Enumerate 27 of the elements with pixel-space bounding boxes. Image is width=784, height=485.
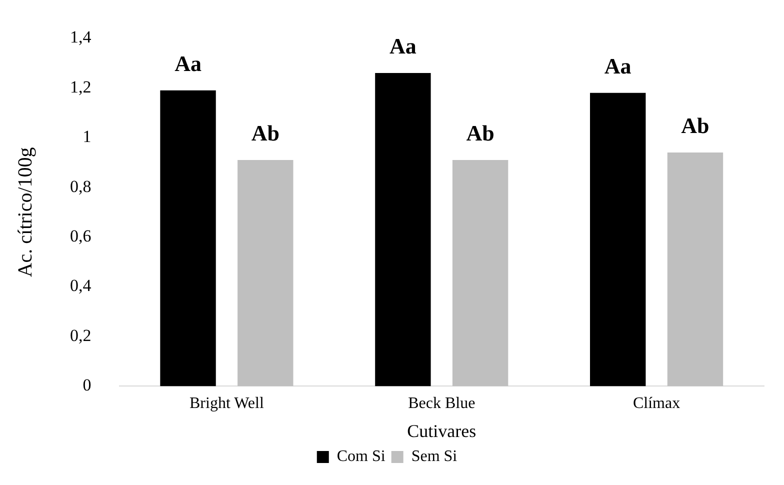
y-tick-label: 0,2 (70, 326, 92, 345)
legend-label: Com Si (336, 448, 386, 466)
x-tick-label: Beck Blue (408, 395, 476, 412)
bar (375, 73, 431, 386)
data-label: Aa (389, 34, 416, 59)
data-label: Ab (681, 113, 710, 138)
x-tick-label: Clímax (632, 395, 680, 412)
y-tick-label: 0,8 (70, 176, 92, 196)
bar (238, 160, 294, 386)
bar (590, 92, 646, 386)
bar (667, 152, 724, 386)
y-tick-label: 1,4 (70, 28, 92, 47)
x-tick-label: Bright Well (189, 395, 264, 412)
data-label: Ab (466, 120, 494, 146)
y-tick-label: 1,2 (70, 77, 92, 96)
y-tick-label: 0 (82, 376, 92, 395)
y-tick-label: 0,6 (70, 226, 92, 246)
x-axis-title: Cutivares (407, 420, 476, 441)
bar (452, 160, 508, 386)
y-tick-label: 1 (82, 127, 92, 146)
bar (160, 90, 216, 386)
legend-label: Sem Si (411, 448, 458, 466)
y-axis-title: Ac. cítrico/100g (14, 147, 36, 278)
data-label: Aa (604, 54, 632, 79)
data-label: Ab (251, 120, 280, 146)
y-tick-label: 0,4 (70, 276, 92, 296)
data-label: Aa (174, 51, 202, 76)
